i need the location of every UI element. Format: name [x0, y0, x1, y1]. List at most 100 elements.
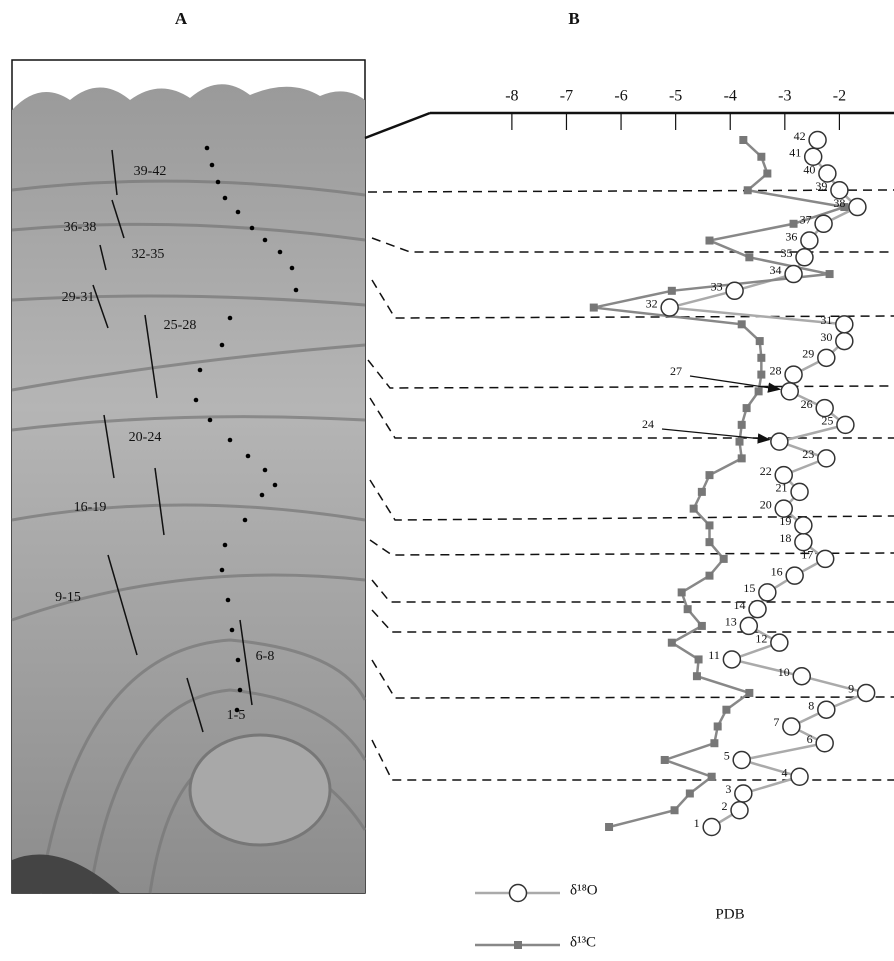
marker-circle [702, 817, 721, 837]
point-label: 4 [782, 765, 788, 779]
zone-divider [111, 199, 125, 239]
marker-square [707, 772, 716, 781]
point-label: 39 [815, 179, 827, 193]
marker-square [677, 588, 686, 597]
sample-dot [242, 517, 248, 523]
marker-square [710, 739, 719, 748]
marker-square [763, 169, 772, 178]
point-label: 29 [802, 347, 814, 361]
zone-label: 6-8 [256, 649, 275, 664]
marker-square [670, 806, 679, 815]
sample-dot [209, 162, 215, 168]
x-tick-label: -4 [724, 88, 737, 105]
point-label: 9 [848, 682, 854, 696]
marker-circle [722, 650, 742, 669]
point-label: 33 [711, 280, 723, 294]
marker-square [694, 655, 703, 664]
sample-dot [207, 417, 213, 423]
marker-square [667, 638, 676, 647]
zone-divider [92, 284, 109, 329]
point-label: 32 [646, 296, 658, 310]
marker-square [742, 404, 751, 413]
marker-square [737, 420, 746, 429]
marker-circle [732, 750, 751, 770]
sample-dot [229, 627, 235, 633]
marker-circle [785, 566, 804, 585]
marker-square [840, 203, 849, 212]
marker-square [757, 353, 766, 362]
point-label: 30 [820, 330, 832, 344]
marker-square [692, 672, 701, 681]
marker-circle [782, 717, 801, 736]
marker-square [743, 186, 752, 195]
marker-circle [780, 382, 799, 401]
photo [11, 59, 367, 894]
point-label: 23 [802, 447, 814, 461]
marker-circle [770, 633, 789, 652]
marker-square [705, 571, 714, 580]
arrow [689, 375, 782, 393]
zone-label: 39-42 [134, 164, 167, 179]
marker-circle [784, 264, 803, 284]
marker-circle [818, 164, 837, 183]
point-label: 20 [760, 497, 772, 511]
zone-label: 32-35 [132, 247, 165, 262]
correlation-lines [367, 189, 894, 781]
zone-label: 25-28 [164, 318, 197, 333]
marker-circle [774, 499, 793, 518]
sample-dot [237, 687, 243, 693]
arrow [661, 428, 771, 444]
marker-square [745, 253, 754, 262]
sample-dot [222, 195, 228, 201]
sample-dot [235, 209, 241, 215]
marker-circle [739, 616, 759, 636]
marker-circle [730, 800, 749, 820]
point-label: 34 [770, 263, 782, 277]
marker-square [705, 521, 714, 530]
sample-dot [289, 265, 295, 271]
zone-label: 16-19 [74, 500, 107, 515]
point-label: 14 [734, 598, 746, 612]
sample-dot [272, 482, 278, 488]
panel-label: A [175, 9, 188, 28]
marker-square [697, 487, 706, 496]
panel-label: B [568, 9, 579, 28]
point-label: 2 [722, 799, 728, 813]
point-label: 28 [770, 363, 782, 377]
legend-label: δ¹⁸O [570, 882, 598, 898]
marker-circle [770, 432, 789, 451]
point-label: 16 [771, 564, 783, 578]
marker-circle [792, 666, 811, 686]
marker-circle [790, 767, 809, 786]
sample-dot [262, 237, 268, 243]
marker-square [660, 755, 669, 764]
point-label: 25 [821, 414, 833, 428]
point-label: 40 [803, 162, 815, 176]
point-label: 8 [808, 698, 814, 712]
point-label: 11 [708, 648, 720, 662]
sample-dot [277, 249, 283, 255]
zone-divider [144, 314, 158, 399]
marker-circle [817, 700, 836, 719]
sample-dot [219, 342, 225, 348]
marker-circle [734, 784, 753, 803]
point-label: 13 [725, 615, 737, 629]
marker-square [737, 454, 746, 463]
legend-marker [514, 941, 522, 949]
legend-label: δ¹³C [570, 934, 596, 950]
sample-dot [197, 367, 203, 373]
marker-square [735, 437, 744, 446]
x-tick-label: -8 [505, 88, 518, 105]
x-tick-label: -5 [669, 88, 682, 105]
marker-square [689, 504, 698, 513]
sample-dot [293, 287, 299, 293]
point-label: 31 [820, 313, 832, 327]
marker-square [685, 789, 694, 798]
point-label: 19 [779, 514, 791, 528]
point-label: 5 [724, 749, 730, 763]
marker-square [589, 303, 598, 312]
marker-circle [748, 599, 767, 619]
point-label: 6 [807, 732, 813, 746]
sample-dot [225, 597, 231, 603]
